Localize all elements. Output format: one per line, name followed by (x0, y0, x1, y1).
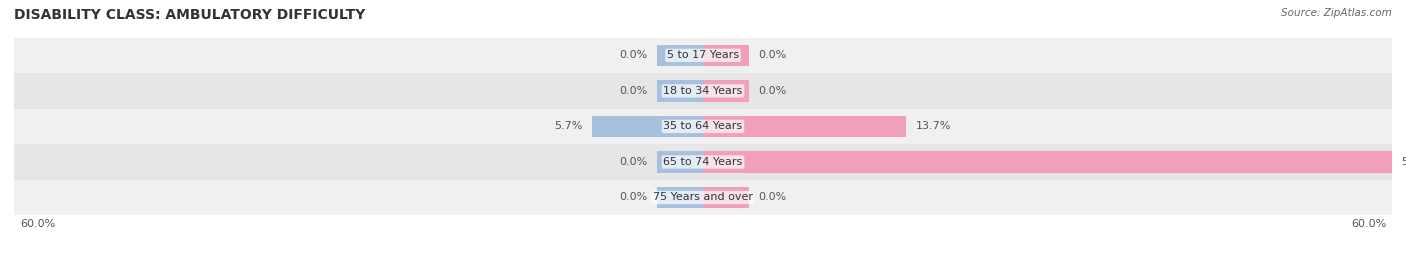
Bar (14, 144, 1392, 180)
Text: 0.0%: 0.0% (620, 157, 648, 167)
Text: 5.7%: 5.7% (554, 121, 582, 132)
Text: 0.0%: 0.0% (620, 86, 648, 96)
Bar (703, 80, 749, 102)
Text: 0.0%: 0.0% (758, 50, 786, 60)
Text: 60.0%: 60.0% (1351, 219, 1386, 229)
Bar (14, 38, 1392, 73)
Bar (703, 116, 907, 137)
Bar (14, 180, 1392, 215)
Bar (592, 116, 703, 137)
Text: 65 to 74 Years: 65 to 74 Years (664, 157, 742, 167)
Text: 0.0%: 0.0% (620, 50, 648, 60)
Text: 0.0%: 0.0% (758, 193, 786, 203)
Bar (657, 45, 703, 66)
Text: 18 to 34 Years: 18 to 34 Years (664, 86, 742, 96)
Bar (14, 73, 1392, 109)
Text: 60.0%: 60.0% (20, 219, 55, 229)
Text: 75 Years and over: 75 Years and over (652, 193, 754, 203)
Text: 13.7%: 13.7% (915, 121, 950, 132)
Text: 56.0%: 56.0% (1402, 157, 1406, 167)
Bar (703, 151, 1392, 173)
Text: 35 to 64 Years: 35 to 64 Years (664, 121, 742, 132)
Bar (14, 109, 1392, 144)
Bar (657, 80, 703, 102)
Text: DISABILITY CLASS: AMBULATORY DIFFICULTY: DISABILITY CLASS: AMBULATORY DIFFICULTY (14, 8, 366, 22)
Text: 0.0%: 0.0% (758, 86, 786, 96)
Text: 0.0%: 0.0% (620, 193, 648, 203)
Bar (703, 45, 749, 66)
Bar (703, 187, 749, 208)
Bar (657, 151, 703, 173)
Text: Source: ZipAtlas.com: Source: ZipAtlas.com (1281, 8, 1392, 18)
Bar (657, 187, 703, 208)
Text: 5 to 17 Years: 5 to 17 Years (666, 50, 740, 60)
